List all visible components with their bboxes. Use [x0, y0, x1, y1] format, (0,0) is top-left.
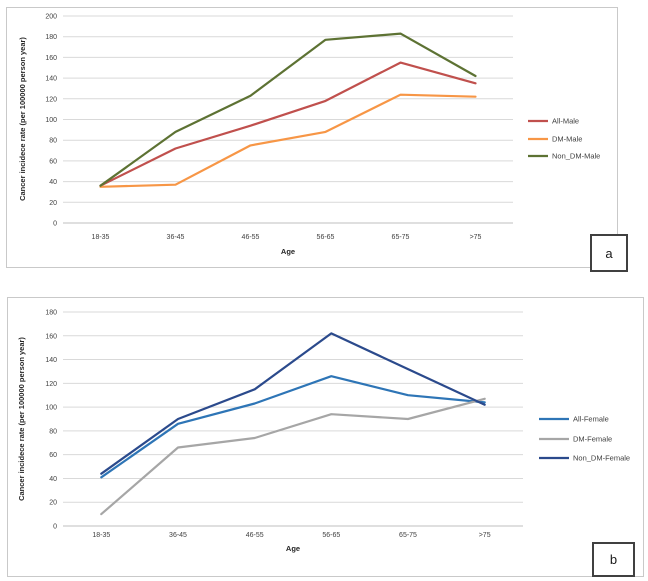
legend-label-All-Male: All-Male — [552, 117, 579, 126]
chart-b-x-axis-title: Age — [285, 544, 301, 553]
panel-label-a-box: a — [590, 234, 628, 272]
series-line-All-Male — [99, 61, 477, 187]
legend-label-Non_DM-Female: Non_DM-Female — [573, 454, 630, 463]
x-tick-label: 65-75 — [399, 532, 417, 539]
x-tick-label: 56-65 — [317, 234, 335, 241]
x-tick-label: 65-75 — [392, 234, 410, 241]
y-tick-label: 160 — [45, 55, 57, 62]
y-tick-label: 120 — [45, 96, 57, 103]
y-tick-label: 60 — [49, 158, 57, 165]
x-tick-label: 46-55 — [246, 532, 264, 539]
x-tick-label: 46-55 — [242, 234, 260, 241]
y-tick-label: 20 — [49, 200, 57, 207]
legend-label-DM-Female: DM-Female — [573, 435, 612, 444]
y-tick-label: 160 — [45, 333, 57, 340]
legend-label-All-Female: All-Female — [573, 415, 609, 424]
y-tick-label: 40 — [49, 476, 57, 483]
y-tick-label: 180 — [45, 310, 57, 317]
legend-label-Non_DM-Male: Non_DM-Male — [552, 152, 600, 161]
chart-b-plot: 0 20 40 60 80 100 120 140 160 180 18-35 36-45 46-55 5… — [45, 310, 630, 540]
chart-a-figure: 0 20 40 60 80 100 120 140 160 180 200 18-35 36-45 46-… — [6, 7, 618, 268]
x-tick-label: 36-45 — [167, 234, 185, 241]
y-tick-label: 120 — [45, 381, 57, 388]
chart-a-x-axis-title: Age — [280, 247, 296, 256]
panel-label-b-box: b — [592, 542, 635, 577]
y-tick-label: 140 — [45, 76, 57, 83]
x-tick-label: 56-65 — [322, 532, 340, 539]
y-tick-label: 80 — [49, 428, 57, 435]
x-tick-label: >75 — [470, 234, 482, 241]
x-tick-label: >75 — [479, 532, 491, 539]
x-tick-label: 18-35 — [92, 234, 110, 241]
series-line-Non_DM-Male — [99, 32, 477, 187]
panel-label-b: b — [609, 552, 618, 567]
y-tick-label: 20 — [49, 500, 57, 507]
y-tick-label: 100 — [45, 117, 57, 124]
chart-a-plot: 0 20 40 60 80 100 120 140 160 180 200 18-35 36-45 46-… — [45, 14, 600, 242]
y-tick-label: 180 — [45, 34, 57, 41]
y-tick-label: 80 — [49, 138, 57, 145]
y-tick-label: 40 — [49, 179, 57, 186]
series-line-Non_DM-Female — [100, 332, 486, 475]
y-tick-label: 100 — [45, 405, 57, 412]
x-tick-label: 18-35 — [92, 532, 110, 539]
chart-a-y-axis-title: Cancer incidece rate (per 100000 person … — [18, 37, 27, 201]
series-line-DM-Female — [100, 397, 486, 516]
panel-label-a: a — [605, 245, 613, 261]
chart-b-figure: 0 20 40 60 80 100 120 140 160 180 18-35 36-45 46-55 5… — [7, 297, 644, 577]
y-tick-label: 200 — [45, 14, 57, 21]
y-tick-label: 0 — [53, 524, 57, 531]
y-tick-label: 140 — [45, 357, 57, 364]
series-line-All-Female — [100, 375, 486, 479]
x-tick-label: 36-45 — [169, 532, 187, 539]
chart-b-y-axis-title: Cancer incidece rate (per 100000 person … — [17, 337, 26, 501]
y-tick-label: 60 — [49, 452, 57, 459]
y-tick-label: 0 — [53, 221, 57, 228]
legend-label-DM-Male: DM-Male — [552, 135, 582, 144]
series-line-DM-Male — [99, 93, 477, 188]
